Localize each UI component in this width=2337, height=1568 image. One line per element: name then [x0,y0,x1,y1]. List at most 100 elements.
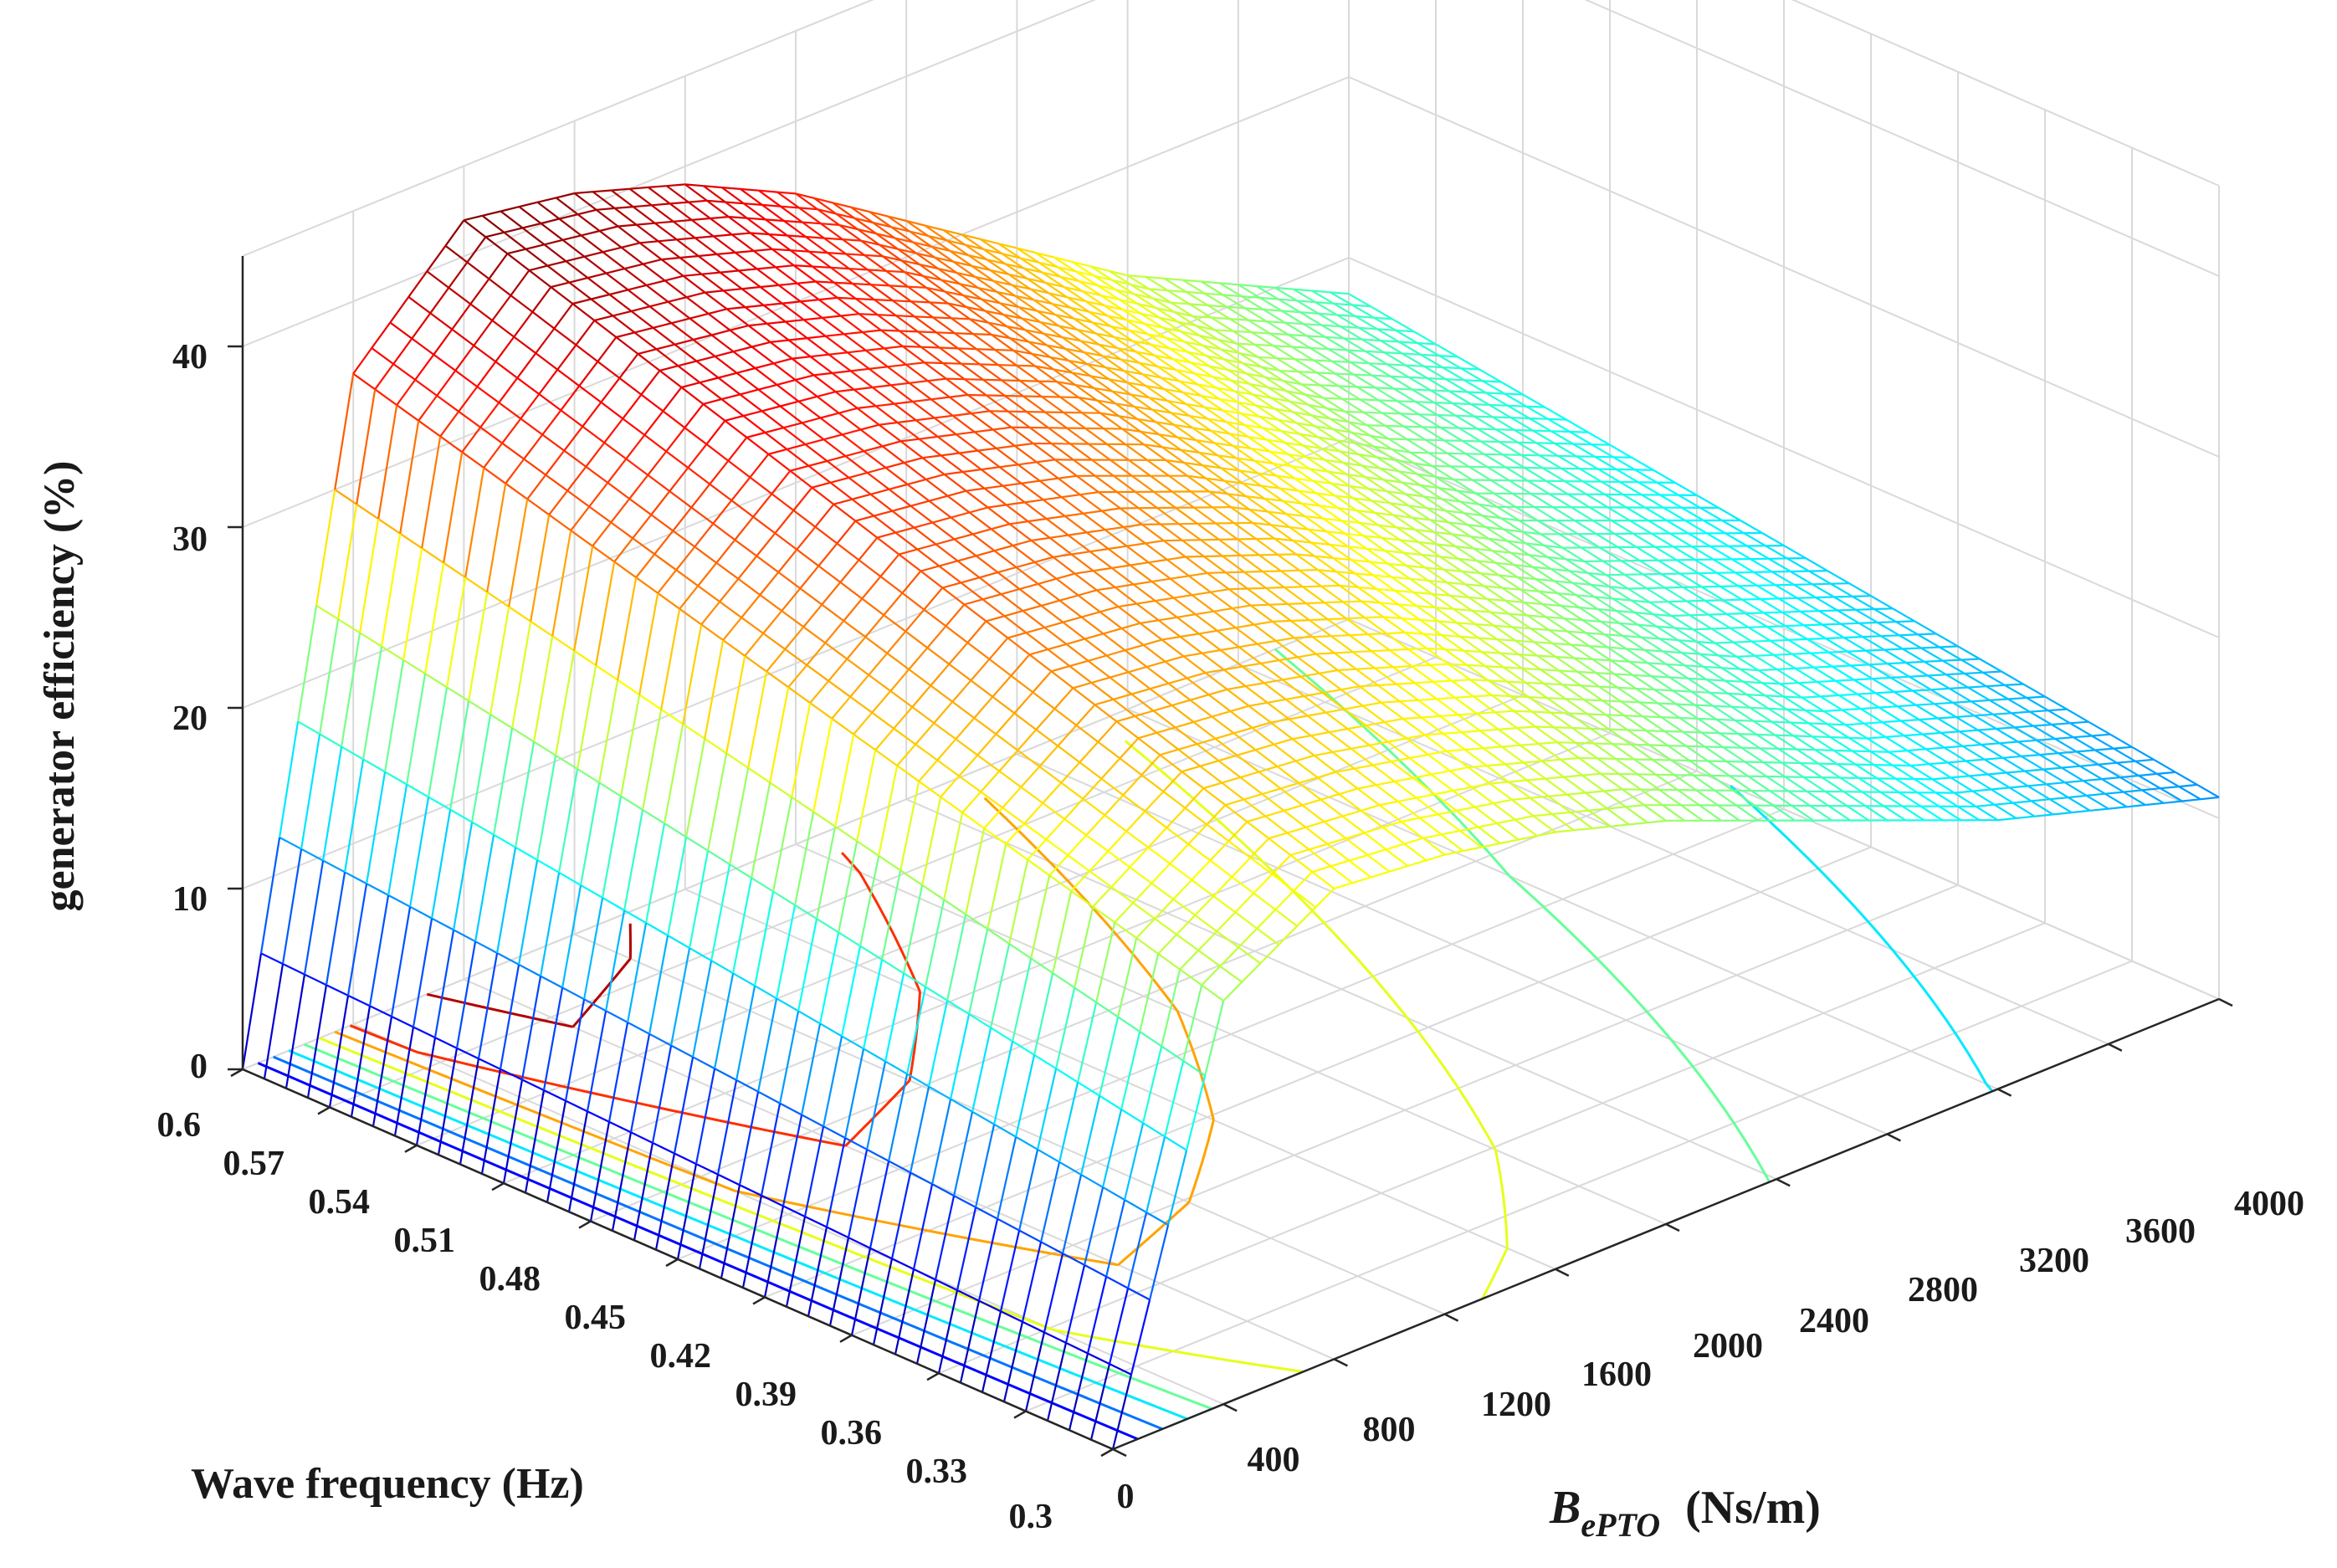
mesh-segment [1191,361,1210,367]
mesh-segment [1057,725,1078,747]
mesh-segment [1195,438,1215,444]
mesh-segment [1514,815,1535,821]
mesh-segment [602,896,625,911]
mesh-segment [1326,407,1350,423]
mesh-segment [1658,638,1683,654]
mesh-segment [899,330,922,348]
mesh-segment [961,812,985,829]
mesh-segment [752,515,776,535]
mesh-segment [1229,318,1253,334]
mesh-segment [1875,692,1899,708]
mesh-segment [768,233,792,252]
mesh-segment [710,334,735,353]
mesh-segment [1259,296,1279,300]
mesh-segment [976,550,995,557]
mesh-segment [1780,682,1799,685]
mesh-segment [692,1056,715,1070]
mesh-segment [1067,296,1086,303]
mesh-segment [611,189,634,208]
mesh-segment [1399,539,1422,556]
mesh-segment [1364,826,1383,834]
mesh-segment [709,483,732,501]
mesh-segment [831,372,855,391]
mesh-segment [1306,456,1325,461]
mesh-segment [1439,714,1458,717]
mesh-segment [520,976,542,1080]
mesh-segment [1183,461,1203,467]
mesh-segment [1210,429,1233,447]
mesh-segment [2012,800,2032,804]
mesh-segment [967,393,987,397]
mesh-segment [1346,349,1370,365]
mesh-segment [788,337,807,341]
mesh-segment [1053,256,1073,263]
mesh-segment [925,286,946,293]
mesh-segment [1250,603,1269,607]
mesh-segment [500,206,520,213]
mesh-segment [757,1090,781,1104]
mesh-segment [1232,604,1251,610]
mesh-segment [816,826,837,920]
mesh-segment [2119,774,2140,779]
mesh-segment [1488,679,1511,697]
mesh-segment [1143,638,1162,646]
mesh-segment [887,215,907,223]
bepto-tick-mark [1776,1178,1791,1187]
mesh-segment [1227,493,1247,498]
mesh-segment [1130,561,1149,566]
mesh-segment [1366,725,1389,743]
mesh-segment [1054,459,1078,477]
mesh-segment [854,520,879,539]
mesh-segment [1444,849,1463,856]
mesh-segment [1710,774,1734,792]
mesh-segment [910,300,934,319]
mesh-segment [1511,798,1535,817]
mesh-segment [1949,687,1972,703]
mesh-segment [1282,675,1301,681]
mesh-segment [753,248,772,252]
mesh-segment [1271,397,1290,402]
mesh-segment [1982,671,2006,686]
mesh-segment [1186,290,1209,306]
mesh-segment [1015,566,1039,585]
mesh-segment [596,207,615,211]
mesh-segment [1317,436,1341,453]
mesh-segment [1068,531,1087,536]
mesh-segment [1348,421,1371,437]
mesh-segment [821,582,842,606]
mesh-segment [1560,758,1583,776]
mesh-segment [947,489,966,497]
mesh-segment [1219,282,1238,286]
mesh-segment [1267,698,1286,704]
mesh-segment [605,910,626,1012]
mesh-segment [428,687,448,797]
mesh-segment [1192,427,1215,444]
mesh-segment [1786,557,1810,572]
mesh-segment [1547,556,1566,561]
mesh-segment [1463,379,1484,382]
mesh-segment [1255,743,1274,751]
mesh-segment [1258,356,1281,372]
mesh-segment [914,521,933,529]
mesh-segment [1277,760,1296,768]
mesh-segment [1555,829,1574,833]
mesh-segment [1443,568,1466,586]
mesh-segment [1535,725,1555,729]
mesh-segment [1167,682,1192,701]
mesh-segment [1760,598,1783,613]
mesh-segment [715,351,734,357]
mesh-segment [885,462,905,469]
mesh-segment [1784,776,1807,792]
mesh-segment [722,617,743,641]
mesh-segment [1853,679,1877,694]
mesh-segment [1544,544,1563,549]
mesh-segment [800,299,819,303]
mesh-segment [673,220,696,239]
mesh-segment [1167,1150,1188,1226]
mesh-segment [1455,414,1479,430]
mesh-segment [1495,428,1519,443]
mesh-segment [1402,551,1426,569]
mesh-segment [577,665,597,770]
mesh-segment [1658,559,1681,575]
mesh-segment [1195,610,1214,616]
